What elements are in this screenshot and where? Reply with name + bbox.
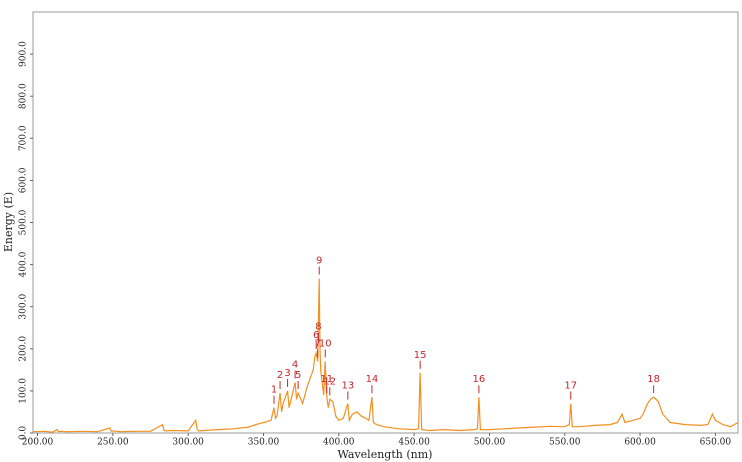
x-tick-label: 350.00 [248, 438, 280, 448]
peak-label: 1 [271, 385, 277, 396]
peak-label: 8 [315, 322, 321, 333]
y-tick-label: 600.0 [19, 167, 29, 193]
peak-label: 7 [315, 338, 321, 349]
peak-label: 11 [320, 374, 333, 385]
x-tick-label: 250.00 [97, 438, 129, 448]
y-tick-label: 300.0 [19, 294, 29, 320]
peak-label: 10 [319, 338, 332, 349]
peak-label: 16 [473, 374, 486, 385]
y-tick-label: 900.0 [19, 41, 29, 67]
y-tick-label: 400.0 [19, 251, 29, 277]
peak-label: 5 [295, 370, 301, 381]
peak-label: 15 [414, 350, 427, 361]
peak-label: 18 [647, 374, 660, 385]
x-tick-label: 550.00 [549, 438, 581, 448]
x-axis-label: Wavelength (nm) [338, 448, 433, 461]
peak-label: 12 [323, 376, 336, 387]
plot-area [32, 11, 739, 434]
peak-label: 14 [366, 374, 379, 385]
y-tick-label: 0.0 [19, 426, 29, 441]
y-tick-label: 100.0 [19, 378, 29, 404]
peak-label: 13 [341, 381, 354, 392]
y-tick-label: 800.0 [19, 83, 29, 109]
y-tick-label: 700.0 [19, 125, 29, 151]
peak-label: 3 [284, 368, 290, 379]
y-tick-label: 200.0 [19, 336, 29, 362]
x-tick-label: 400.00 [323, 438, 355, 448]
x-tick-label: 600.00 [624, 438, 656, 448]
x-tick-label: 450.00 [398, 438, 430, 448]
x-tick-label: 650.00 [700, 438, 732, 448]
x-tick-label: 300.00 [172, 438, 204, 448]
peak-label: 6 [313, 330, 319, 341]
peak-label: 9 [316, 255, 322, 266]
peak-label: 17 [564, 381, 577, 392]
x-tick-label: 500.00 [474, 438, 506, 448]
y-tick-label: 500.0 [19, 209, 29, 235]
peak-label: 2 [277, 370, 283, 381]
peak-label: 4 [292, 359, 298, 370]
x-tick-label: 200.00 [22, 438, 54, 448]
y-axis-label: Energy (E) [2, 192, 15, 252]
spectrum-line [32, 278, 739, 433]
